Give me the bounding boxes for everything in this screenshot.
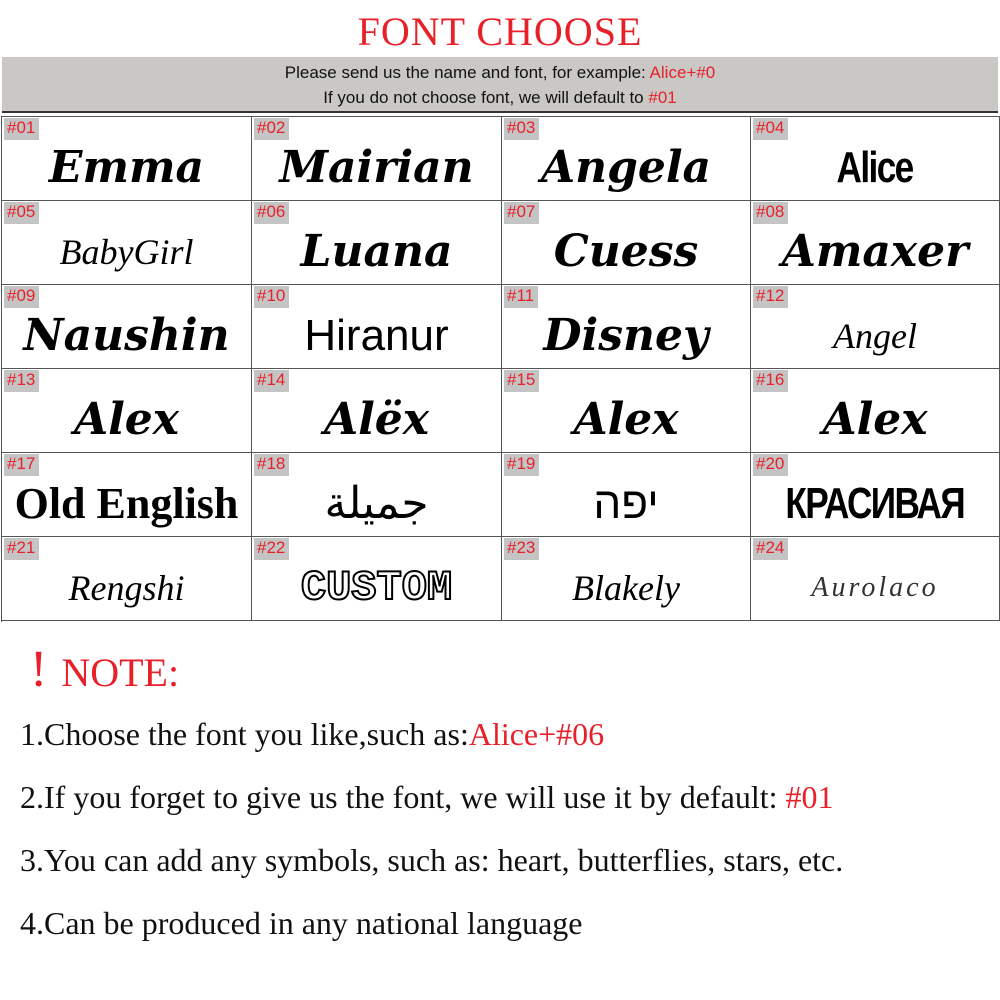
font-sample: Alex [573,394,679,445]
font-sample: КРАСИВАЯ [785,478,966,528]
font-number: #05 [4,202,40,224]
instruction-banner: Please send us the name and font, for ex… [2,57,998,113]
font-number: #23 [504,538,540,560]
banner-line-2: If you do not choose font, we will defau… [2,85,998,110]
font-sample: Alice [836,142,915,192]
banner-line-1: Please send us the name and font, for ex… [2,60,998,85]
font-sample: Hiranur [304,310,449,360]
font-option: #24 Aurolaco [751,537,1000,621]
note-heading: ! NOTE: [30,640,179,699]
font-number: #16 [753,370,789,392]
note-item: 2.If you forget to give us the font, we … [20,779,833,816]
font-number: #08 [753,202,789,224]
note-text: 3.You can add any symbols, such as: hear… [20,842,844,878]
font-option: #23 Blakely [502,537,751,621]
note-highlight: #01 [785,779,834,815]
font-number: #22 [254,538,290,560]
font-sample: Aurolaco [811,571,939,603]
font-option: #02 Mairian [252,117,502,201]
font-sample: Cuess [553,226,699,277]
font-number: #14 [254,370,290,392]
note-text: 4.Can be produced in any national langua… [20,905,583,941]
font-number: #19 [504,454,540,476]
note-title: NOTE: [61,650,180,695]
note-item: 1.Choose the font you like,such as:Alice… [20,716,604,753]
font-option: #06 Luana [252,201,502,285]
note-item: 3.You can add any symbols, such as: hear… [20,842,843,879]
page-title: FONT CHOOSE [357,9,643,54]
font-number: #01 [4,118,40,140]
font-option: #09 Naushin [2,285,252,369]
banner-text: Please send us the name and font, for ex… [284,63,650,82]
font-grid: #01 Emma #02 Mairian #03 Angela #04 Alice #05 Bab… [1,116,1000,622]
font-option: #15 Alex [502,369,751,453]
font-option: #21 Rengshi [2,537,252,621]
font-number: #02 [254,118,290,140]
font-option: #14 Alëx [252,369,502,453]
font-sample: Disney [543,310,709,361]
font-sample: Angel [833,315,917,356]
banner-text: If you do not choose font, we will defau… [323,88,649,107]
font-option: #13 Alex [2,369,252,453]
font-sample: Rengshi [68,567,185,608]
note-text: 1.Choose the font you like,such as: [20,716,469,752]
banner-example: Alice+#0 [649,63,716,82]
font-number: #20 [753,454,789,476]
font-number: #24 [753,538,789,560]
font-number: #17 [4,454,40,476]
font-option: #05 BabyGirl [2,201,252,285]
font-option: #11 Disney [502,285,751,369]
banner-default: #01 [648,88,677,107]
note-highlight: Alice+#06 [468,716,605,752]
font-sample: Naushin [23,310,230,361]
exclamation-icon: ! [30,641,48,698]
font-sample: Alex [822,394,928,445]
font-option: #08 Amaxer [751,201,1000,285]
font-option: #03 Angela [502,117,751,201]
font-sample: Alex [73,394,180,445]
font-option: #10 Hiranur [252,285,502,369]
font-option: #04 Alice [751,117,1000,201]
font-number: #13 [4,370,40,392]
font-option: #07 Cuess [502,201,751,285]
font-number: #12 [753,286,789,308]
note-item: 4.Can be produced in any national langua… [20,905,582,942]
font-sample: جميلة [324,479,429,528]
font-option: #17 Old English [2,453,252,537]
font-number: #04 [753,118,789,140]
font-sample: Blakely [572,567,680,608]
font-number: #03 [504,118,540,140]
font-sample: Alëx [323,394,430,445]
font-number: #21 [4,538,40,560]
font-sample: Amaxer [781,226,969,277]
font-sample: Mairian [279,142,474,193]
font-sample: BabyGirl [59,231,194,272]
font-option: #01 Emma [2,117,252,201]
font-option: #22 CUSTOM [252,537,502,621]
font-number: #06 [254,202,290,224]
font-number: #07 [504,202,540,224]
font-sample: Luana [300,226,453,277]
font-number: #15 [504,370,540,392]
font-number: #11 [504,286,539,308]
font-sample: יפה [593,478,659,528]
font-sample: Old English [14,479,239,528]
font-sample: Angela [540,142,712,193]
font-option: #16 Alex [751,369,1000,453]
note-text: 2.If you forget to give us the font, we … [20,779,786,815]
font-number: #10 [254,286,290,308]
font-option: #18 جميلة [252,453,502,537]
font-option: #20 КРАСИВАЯ [751,453,1000,537]
font-sample: CUSTOM [300,563,453,613]
font-option: #19 יפה [502,453,751,537]
font-sample: Emma [48,142,205,193]
font-number: #09 [4,286,40,308]
font-option: #12 Angel [751,285,1000,369]
font-number: #18 [254,454,290,476]
